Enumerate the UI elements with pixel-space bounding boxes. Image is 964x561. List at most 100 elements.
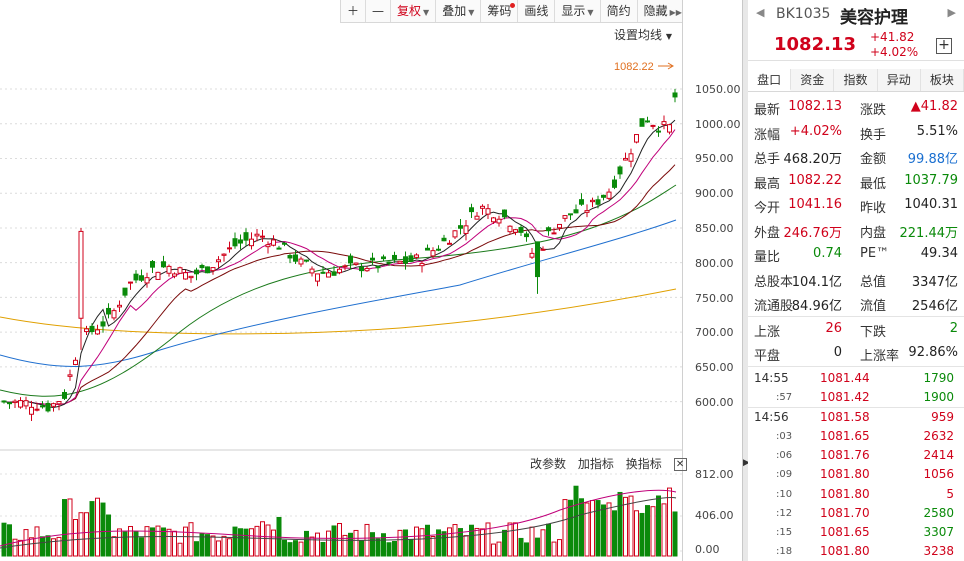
candle-body	[447, 242, 452, 245]
candle-body	[353, 262, 359, 265]
volume-bar	[584, 502, 590, 557]
candle-body	[205, 266, 210, 274]
candle-body	[199, 264, 205, 269]
volume-bar	[562, 499, 568, 557]
volume-bar	[95, 497, 100, 557]
high-price-marker: 1082.22	[614, 61, 654, 73]
tick-time: :57	[776, 391, 793, 403]
candle-body	[221, 253, 227, 256]
chips-button[interactable]: 筹码	[481, 0, 519, 22]
price-tick: 750.00	[695, 292, 734, 305]
candle-body	[474, 215, 480, 220]
kline-panel[interactable]: 1082.22 ＋ — 复权 ▼ 叠加 ▼ 筹码 画线 显示 ▼ 简约 隐藏 ▶▶ 设置…	[0, 0, 743, 561]
chevron-down-icon: ▼	[587, 8, 594, 17]
overlay-dropdown[interactable]: 叠加 ▼	[436, 0, 482, 22]
quote-label: 上涨	[754, 324, 781, 340]
tab-index[interactable]: 指数	[834, 69, 878, 91]
volume-bar	[128, 526, 133, 557]
volume-bar	[375, 538, 381, 557]
tick-list[interactable]: 14:55 1081.44 1790:57 1081.42 1900 14:56 1081.…	[748, 365, 964, 561]
close-icon[interactable]: ✕	[673, 458, 687, 471]
quote-row: 量比 0.74 PE™ 49.34	[748, 242, 964, 267]
quote-label: 总值	[860, 274, 887, 290]
volume-bar	[67, 498, 73, 557]
candle-body	[634, 134, 639, 143]
volume-ma2-line	[0, 497, 677, 549]
volume-bar	[298, 541, 304, 557]
volume-bar	[177, 542, 183, 557]
chips-label: 筹码	[487, 4, 512, 18]
candle-body	[265, 244, 271, 248]
arrow-right-icon	[667, 62, 674, 70]
volume-bar	[12, 538, 18, 557]
candle-body	[579, 199, 584, 205]
candle-body	[403, 256, 408, 264]
volume-bar	[469, 524, 474, 557]
candle-body	[29, 406, 34, 415]
quote-stats: 最新 1082.13 涨跌 ▲41.82 涨幅 +4.02% 换手 5.51% 总手 468.20…	[748, 92, 964, 366]
volume-bar	[18, 539, 23, 557]
quote-value: +4.02%	[789, 123, 842, 139]
ma20-line	[3, 164, 676, 406]
tab-sector[interactable]: 板块	[920, 69, 964, 91]
candle-body	[529, 252, 535, 258]
tab-handicap[interactable]: 盘口	[748, 69, 792, 91]
quote-row: 总股本 104.1亿 总值 3347亿	[748, 267, 964, 292]
tick-time: :12	[776, 507, 793, 519]
volume-bar	[480, 528, 485, 557]
quote-label: 量比	[754, 250, 781, 265]
draw-button[interactable]: 画线	[518, 0, 556, 22]
add-indicator-button[interactable]: 加指标	[577, 457, 614, 471]
tick-row: :12 1081.70 2580	[748, 504, 964, 523]
collapse-arrow-icon[interactable]: ▶	[743, 458, 750, 468]
candle-body	[458, 225, 463, 229]
volume-bar	[51, 538, 56, 557]
quote-label: 外盘	[754, 225, 781, 241]
candle-body	[51, 403, 56, 407]
candle-body	[56, 401, 62, 405]
adjust-dropdown[interactable]: 复权 ▼	[391, 0, 437, 22]
tick-volume: 1900	[923, 389, 954, 404]
tab-movement[interactable]: 异动	[877, 69, 921, 91]
kline-chart[interactable]: 1082.22	[0, 0, 742, 561]
candle-body	[606, 191, 612, 199]
tick-price: 1081.58	[820, 409, 870, 424]
candle-body	[623, 157, 628, 161]
candle-body	[469, 207, 474, 213]
ma60-line	[0, 219, 677, 367]
display-dropdown[interactable]: 显示 ▼	[555, 0, 601, 22]
quote-label: 总手	[754, 152, 781, 167]
tick-row: :03 1081.65 2632	[748, 427, 964, 446]
quote-label: 内盘	[860, 225, 887, 241]
candle-body	[381, 256, 386, 260]
add-watchlist-icon[interactable]: +	[936, 38, 952, 54]
volume-bar	[133, 531, 139, 557]
volume-bar	[474, 527, 480, 557]
volume-bar	[210, 535, 216, 557]
candle-body	[183, 272, 188, 280]
quote-value: 221.44万	[899, 225, 959, 241]
quote-label: 最低	[860, 176, 887, 192]
zoom-in-button[interactable]: ＋	[341, 0, 367, 22]
candle-body	[254, 233, 260, 237]
volume-bar	[194, 541, 199, 557]
switch-indicator-button[interactable]: 换指标	[625, 457, 662, 471]
price-tick: 900.00	[695, 187, 734, 200]
ma-settings-button[interactable]: 设置均线 ▼	[614, 26, 672, 43]
next-arrow-icon[interactable]: ▶	[947, 6, 956, 19]
volume-bar	[293, 540, 298, 557]
tab-fund[interactable]: 资金	[791, 69, 835, 91]
candle-body	[612, 179, 617, 188]
change-params-button[interactable]: 改参数	[530, 457, 567, 471]
volume-bar	[172, 530, 177, 557]
zoom-out-button[interactable]: —	[366, 0, 392, 22]
simple-button[interactable]: 简约	[601, 0, 638, 22]
candle-body	[540, 248, 546, 251]
panel-splitter[interactable]: ▶	[742, 0, 750, 561]
volume-bar	[188, 522, 194, 557]
prev-arrow-icon[interactable]: ◀	[756, 6, 765, 19]
hide-label: 隐藏	[643, 4, 668, 18]
candle-body	[507, 225, 513, 233]
candle-body	[1, 400, 7, 403]
volume-bar	[408, 539, 414, 557]
